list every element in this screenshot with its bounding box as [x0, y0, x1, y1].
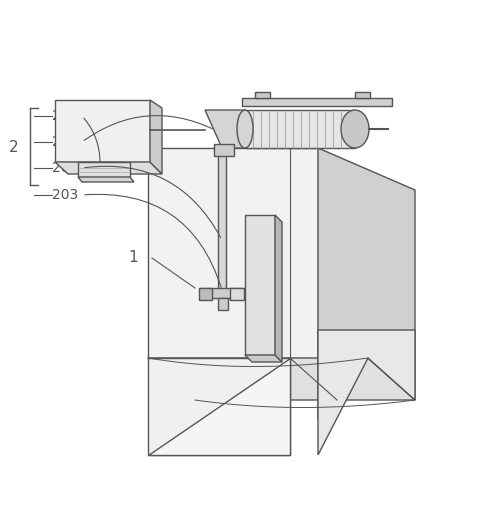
Polygon shape: [318, 330, 415, 455]
Text: 203: 203: [52, 188, 78, 202]
Text: 207: 207: [52, 135, 78, 149]
Polygon shape: [242, 98, 392, 106]
Polygon shape: [78, 162, 130, 177]
Polygon shape: [255, 92, 270, 98]
Polygon shape: [205, 110, 245, 148]
Polygon shape: [218, 298, 228, 310]
Polygon shape: [199, 288, 212, 300]
Polygon shape: [318, 358, 368, 420]
Ellipse shape: [237, 110, 253, 148]
Polygon shape: [55, 100, 150, 162]
Polygon shape: [318, 148, 415, 400]
Text: 206: 206: [52, 109, 78, 123]
Polygon shape: [245, 355, 282, 362]
Text: 1: 1: [128, 250, 138, 266]
Polygon shape: [148, 358, 290, 455]
Polygon shape: [218, 148, 226, 293]
Ellipse shape: [341, 110, 369, 148]
Polygon shape: [148, 148, 318, 358]
Polygon shape: [150, 100, 162, 174]
Polygon shape: [148, 358, 415, 400]
Polygon shape: [275, 215, 282, 362]
Polygon shape: [230, 288, 244, 300]
Polygon shape: [245, 215, 275, 355]
Polygon shape: [148, 358, 290, 455]
Polygon shape: [355, 92, 370, 98]
Polygon shape: [245, 110, 355, 148]
Polygon shape: [55, 162, 162, 174]
Text: 205: 205: [52, 161, 78, 175]
Polygon shape: [78, 177, 134, 182]
Polygon shape: [214, 144, 234, 156]
Polygon shape: [200, 288, 244, 298]
Text: 2: 2: [8, 140, 18, 156]
